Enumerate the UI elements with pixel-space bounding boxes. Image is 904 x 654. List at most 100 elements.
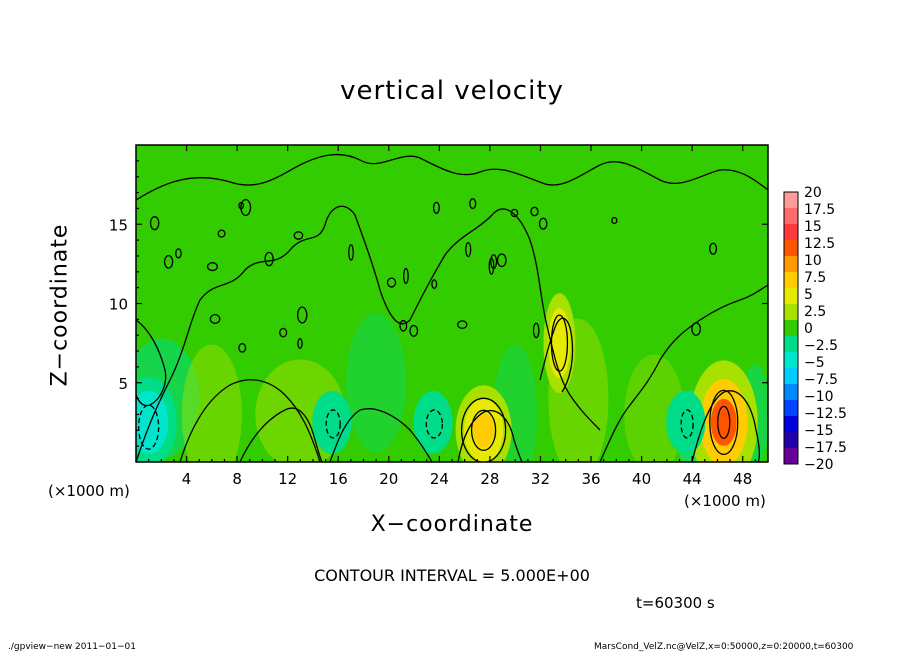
small-contour-11 [279, 327, 288, 338]
small-contour-8 [238, 343, 247, 353]
small-contour-1 [403, 267, 409, 285]
contour-line-3 [239, 407, 323, 462]
small-contour-19 [691, 322, 702, 336]
small-contour-15 [709, 242, 718, 255]
colorbar-label-15: −17.5 [804, 440, 847, 456]
small-contour-22 [297, 338, 303, 349]
colorbar-label-3: 12.5 [804, 236, 835, 252]
colorbar-label-0: 20 [804, 185, 822, 201]
colorbar-swatch-11 [784, 368, 798, 384]
contour-line-0 [136, 205, 601, 462]
positive-contour-0 [470, 409, 497, 451]
x-axis-label: X−coordinate [370, 512, 534, 537]
colorbar-swatch-8 [784, 320, 798, 336]
small-contour-23 [488, 257, 495, 275]
small-contour-25 [209, 314, 221, 324]
small-contour-27 [532, 322, 540, 339]
small-contour-10 [348, 244, 354, 261]
field-shade-3 [346, 312, 407, 453]
footer-source-label: MarsCond_VelZ.nc@VelZ,x=0:50000,z=0:2000… [594, 642, 854, 652]
x-tick-label-40: 40 [632, 470, 651, 488]
contour-line-7 [691, 390, 760, 462]
small-contour-0 [431, 279, 438, 289]
positive-contour-2 [550, 314, 569, 372]
colorbar-swatch-10 [784, 352, 798, 368]
y-tick-label-10: 10 [109, 296, 128, 314]
colorbar-swatch-6 [784, 288, 798, 304]
contour-line-8 [599, 284, 768, 462]
x-tick-label-8: 8 [232, 470, 242, 488]
contour-line-5 [457, 410, 523, 462]
small-contour-13 [217, 229, 226, 238]
small-contour-24 [409, 324, 419, 337]
field-background [136, 145, 768, 462]
small-contour-29 [457, 320, 468, 329]
small-contour-3 [530, 206, 539, 217]
feature-core-0 [472, 413, 495, 448]
negative-contour-1 [325, 409, 341, 439]
colorbar-swatch-13 [784, 400, 798, 416]
x-unit-label-right: (×1000 m) [684, 492, 766, 510]
colorbar-swatch-16 [784, 448, 798, 464]
colorbar-label-14: −15 [804, 423, 834, 439]
colorbar-label-4: 10 [804, 253, 822, 269]
small-contour-5 [240, 199, 252, 217]
colorbar-swatch-4 [784, 256, 798, 272]
chart-title: vertical velocity [340, 76, 564, 106]
colorbar-swatch-9 [784, 336, 798, 352]
negative-contour-0 [137, 404, 160, 450]
colorbar-swatch-14 [784, 416, 798, 432]
contour-line-6 [539, 317, 574, 393]
colorbar-label-5: 7.5 [804, 270, 826, 286]
colorbar-label-10: −5 [804, 355, 825, 371]
small-contour-9 [465, 242, 472, 258]
x-tick-label-44: 44 [683, 470, 702, 488]
x-tick-label-4: 4 [182, 470, 192, 488]
colorbar-label-13: −12.5 [804, 406, 847, 422]
small-contour-14 [163, 254, 174, 269]
x-tick-label-32: 32 [531, 470, 550, 488]
x-tick-label-36: 36 [581, 470, 600, 488]
y-tick-label-15: 15 [109, 216, 128, 234]
colorbar-swatch-2 [784, 224, 798, 240]
small-contour-31 [175, 248, 182, 259]
feature-core-6 [675, 405, 697, 440]
small-contour-28 [238, 201, 245, 210]
colorbar-frame [783, 191, 799, 465]
small-contour-6 [206, 262, 218, 272]
small-contour-4 [538, 217, 548, 230]
x-unit-label-left: (×1000 m) [48, 482, 130, 500]
x-tick-label-16: 16 [329, 470, 348, 488]
negative-contour-2 [425, 409, 443, 439]
colorbar-swatch-5 [784, 272, 798, 288]
colorbar-swatch-7 [784, 304, 798, 320]
colorbar-label-1: 17.5 [804, 202, 835, 218]
small-contour-16 [399, 319, 408, 332]
contour-interval-label: CONTOUR INTERVAL = 5.000E+00 [314, 566, 590, 585]
contour-line-2 [179, 379, 321, 462]
feature-core-2 [710, 398, 737, 446]
x-tick-label-48: 48 [733, 470, 752, 488]
y-tick-label-5: 5 [118, 375, 128, 393]
time-label: t=60300 s [636, 594, 715, 612]
colorbar-swatch-3 [784, 240, 798, 256]
small-contour-30 [432, 201, 440, 214]
x-tick-label-20: 20 [379, 470, 398, 488]
colorbar-label-7: 2.5 [804, 304, 826, 320]
feature-core-1 [553, 324, 566, 363]
colorbar-label-8: 0 [804, 321, 813, 337]
small-contour-21 [264, 251, 274, 267]
small-contour-7 [386, 277, 397, 288]
x-tick-label-12: 12 [278, 470, 297, 488]
colorbar-label-12: −10 [804, 389, 834, 405]
colorbar-swatch-12 [784, 384, 798, 400]
contour-line-4 [329, 408, 433, 462]
colorbar-label-11: −7.5 [804, 372, 838, 388]
footer-program-label: ./gpview−new 2011−01−01 [8, 642, 136, 652]
field-shade-1 [181, 344, 242, 462]
small-contour-26 [149, 216, 160, 231]
colorbar-label-9: −2.5 [804, 338, 838, 354]
small-contour-17 [293, 231, 304, 240]
